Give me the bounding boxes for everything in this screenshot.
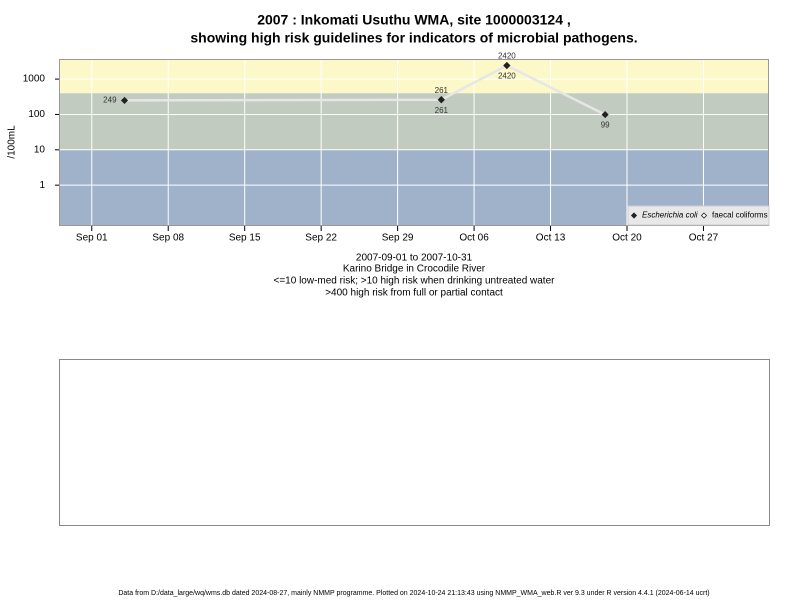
x-tick-label: Oct 20 [612,233,642,244]
caption: 2007-09-01 to 2007-10-31 [356,253,473,264]
chart-subtitle: showing high risk guidelines for indicat… [190,30,637,46]
value-label: 249 [103,96,117,105]
x-tick-label: Sep 08 [152,233,184,244]
x-tick-label: Sep 29 [382,233,414,244]
y-tick-label: 10 [34,144,46,155]
y-tick-label: 1000 [23,74,46,85]
value-label: 2420 [498,52,516,61]
caption: >400 high risk from full or partial cont… [325,288,503,299]
x-tick-label: Sep 22 [305,233,337,244]
caption: Karino Bridge in Crocodile River [343,264,486,275]
chart-title: 2007 : Inkomati Usuthu WMA, site 1000003… [257,12,571,28]
risk-band [59,93,769,150]
x-tick-label: Sep 01 [76,233,108,244]
legend-label: faecal coliforms [712,211,768,220]
legend-label: Escherichia coli [642,211,698,220]
x-tick-label: Oct 06 [459,233,489,244]
data-point [120,96,129,105]
series-line [124,64,606,116]
x-tick-label: Oct 27 [689,233,719,244]
y-tick-label: 100 [28,109,45,120]
x-tick-label: Oct 13 [536,233,566,244]
empty-panel [59,359,770,526]
value-label: 99 [601,121,610,130]
legend-box [627,205,770,226]
caption: <=10 low-med risk; >10 high risk when dr… [274,276,556,287]
x-tick-label: Sep 15 [229,233,261,244]
data-point [437,96,445,104]
value-label: 2420 [498,72,516,81]
value-label: 261 [435,106,449,115]
data-point [601,111,609,119]
legend-marker [630,212,638,219]
legend-marker [700,212,708,219]
footer: Data from D:/data_large/wq/wms.db dated … [118,590,709,597]
plot-frame [59,59,769,226]
value-label: 261 [435,86,449,95]
risk-band [59,59,769,94]
y-axis-label: /100mL [7,125,18,159]
y-tick-label: 1 [39,180,45,191]
data-point [503,61,511,70]
